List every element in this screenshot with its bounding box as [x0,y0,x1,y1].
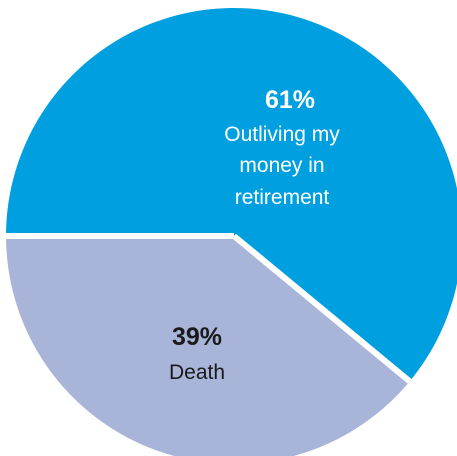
pie-slice-0 [6,8,457,382]
slice-label-category-1-line-0: Death [169,361,225,384]
pie-slice-1 [6,236,410,456]
pie-separator-1 [232,233,412,384]
slice-label-category-0-line-2: retirement [235,186,330,209]
pie-slices [6,8,457,456]
slice-label-value-0: 61% [265,86,315,114]
pie-separators [6,233,412,384]
slice-label-category-0-line-1: money in [239,154,324,177]
slice-label-value-1: 39% [172,323,222,351]
slice-label-category-0-line-0: Outliving my [224,123,340,146]
